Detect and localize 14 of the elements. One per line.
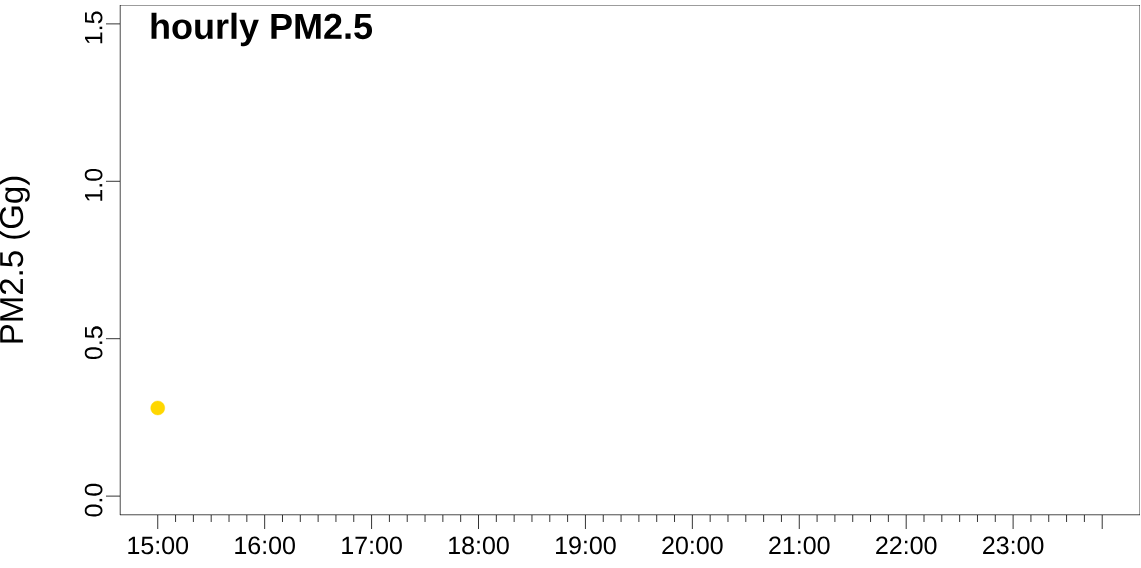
x-tick-label: 19:00 xyxy=(556,536,616,555)
y-tick-label: 1.0 xyxy=(84,168,103,201)
x-tick-label: 18:00 xyxy=(449,536,509,555)
y-tick-label: 0.0 xyxy=(84,483,103,517)
x-tick-label: 16:00 xyxy=(235,536,295,555)
chart-title: hourly PM2.5 xyxy=(151,12,373,47)
x-tick-label: 22:00 xyxy=(876,536,937,555)
x-tick-label: 21:00 xyxy=(769,536,830,555)
x-tick-label: 20:00 xyxy=(662,536,723,555)
y-tick-label: 0.5 xyxy=(84,326,103,360)
x-tick-label: 17:00 xyxy=(342,536,402,555)
x-tick-label: 15:00 xyxy=(128,536,189,555)
y-tick-label: 1.5 xyxy=(85,11,103,44)
x-tick-label: 23:00 xyxy=(983,536,1044,555)
